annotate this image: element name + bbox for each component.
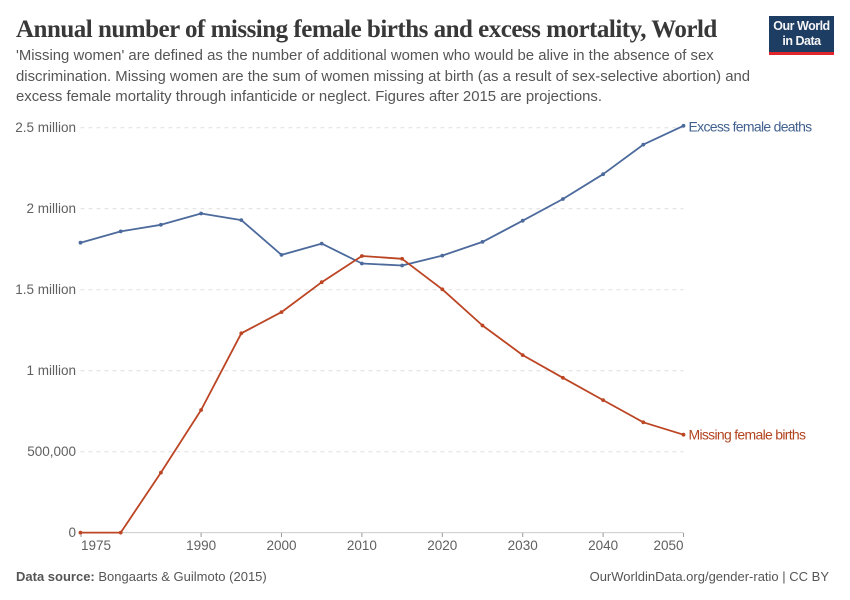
svg-text:2050: 2050 bbox=[653, 538, 683, 553]
svg-text:2040: 2040 bbox=[588, 538, 618, 553]
svg-text:0: 0 bbox=[68, 525, 76, 540]
svg-text:2020: 2020 bbox=[427, 538, 457, 553]
svg-text:Missing female births: Missing female births bbox=[689, 427, 806, 443]
svg-text:1 million: 1 million bbox=[26, 363, 76, 378]
svg-text:2030: 2030 bbox=[508, 538, 538, 553]
svg-text:2000: 2000 bbox=[266, 538, 296, 553]
svg-text:500,000: 500,000 bbox=[27, 444, 76, 459]
svg-text:1990: 1990 bbox=[186, 538, 216, 553]
svg-text:2.5 million: 2.5 million bbox=[15, 120, 76, 135]
svg-text:2 million: 2 million bbox=[26, 201, 76, 216]
svg-text:Excess female deaths: Excess female deaths bbox=[689, 119, 813, 135]
svg-text:1.5 million: 1.5 million bbox=[15, 282, 76, 297]
svg-text:2010: 2010 bbox=[347, 538, 377, 553]
svg-text:1975: 1975 bbox=[81, 538, 111, 553]
